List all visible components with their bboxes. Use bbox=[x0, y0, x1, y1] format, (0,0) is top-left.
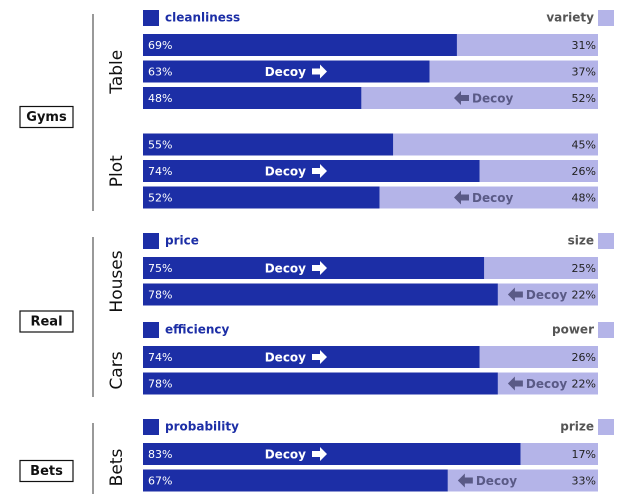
legend-swatch bbox=[143, 10, 159, 26]
bar-segment bbox=[379, 186, 598, 209]
legend-swatch bbox=[143, 419, 159, 435]
value-label: 25% bbox=[572, 262, 596, 275]
group-box bbox=[19, 105, 74, 129]
value-label: 31% bbox=[572, 39, 596, 52]
value-label: 52% bbox=[572, 92, 596, 105]
arrow-left bbox=[457, 473, 473, 488]
value-label: 83% bbox=[148, 448, 172, 461]
group-label: Gyms bbox=[26, 110, 67, 125]
panel-label: Plot bbox=[107, 155, 127, 187]
bar-segment bbox=[143, 87, 362, 109]
decoy-label: Decoy bbox=[476, 474, 517, 488]
group-label: Real bbox=[30, 315, 62, 330]
arrow-right bbox=[312, 447, 327, 461]
decoy-label: Decoy bbox=[265, 448, 306, 462]
value-label: 67% bbox=[148, 475, 172, 488]
value-label: 48% bbox=[148, 92, 172, 105]
legend-label: power bbox=[552, 323, 594, 337]
value-label: 69% bbox=[148, 39, 172, 52]
panel-label: Table bbox=[107, 50, 127, 95]
legend-label: probability bbox=[165, 420, 239, 434]
decoy-label: Decoy bbox=[265, 262, 306, 276]
decoy-label: Decoy bbox=[526, 377, 567, 391]
bar-segment bbox=[143, 283, 498, 306]
bar-segment bbox=[520, 443, 598, 465]
bar-segment bbox=[143, 60, 430, 83]
bar-segment bbox=[497, 372, 598, 395]
bar-segment bbox=[484, 257, 598, 279]
bar-segment bbox=[479, 346, 598, 368]
bar-segment bbox=[143, 160, 480, 182]
bar-segment bbox=[479, 160, 598, 182]
arrow-right bbox=[312, 164, 327, 178]
value-label: 22% bbox=[572, 378, 596, 391]
bar-segment bbox=[143, 133, 394, 156]
value-label: 17% bbox=[572, 448, 596, 461]
bar-segment bbox=[456, 34, 598, 56]
legend-label: size bbox=[568, 234, 594, 248]
bar-segment bbox=[497, 283, 598, 306]
bar-segment bbox=[143, 372, 498, 395]
group-box bbox=[19, 310, 74, 333]
legend-swatch bbox=[143, 322, 159, 338]
decoy-label: Decoy bbox=[265, 165, 306, 179]
legend-swatch bbox=[598, 419, 614, 435]
bar-segment bbox=[143, 443, 521, 465]
value-label: 26% bbox=[572, 351, 596, 364]
decoy-label: Decoy bbox=[472, 191, 513, 205]
arrow-left bbox=[507, 376, 523, 391]
decoy-label: Decoy bbox=[265, 351, 306, 365]
panel-label: Bets bbox=[107, 449, 127, 487]
group-label: Bets bbox=[30, 464, 63, 479]
bar-segment bbox=[143, 469, 448, 492]
legend-label: price bbox=[165, 234, 199, 248]
legend-swatch bbox=[598, 322, 614, 338]
legend-label: efficiency bbox=[165, 323, 230, 337]
value-label: 63% bbox=[148, 66, 172, 79]
value-label: 78% bbox=[148, 378, 172, 391]
value-label: 52% bbox=[148, 192, 172, 205]
decoy-label: Decoy bbox=[265, 65, 306, 79]
value-label: 75% bbox=[148, 262, 172, 275]
bar-segment bbox=[447, 469, 598, 492]
value-label: 22% bbox=[572, 289, 596, 302]
bar-segment bbox=[143, 34, 457, 56]
arrow-right bbox=[312, 350, 327, 364]
bar-segment bbox=[143, 186, 380, 209]
arrow-left bbox=[507, 287, 523, 302]
value-label: 74% bbox=[148, 165, 172, 178]
value-label: 33% bbox=[572, 475, 596, 488]
arrow-right bbox=[312, 261, 327, 275]
value-label: 74% bbox=[148, 351, 172, 364]
arrow-left bbox=[454, 190, 469, 205]
value-label: 55% bbox=[148, 139, 172, 152]
legend-label: variety bbox=[546, 11, 594, 25]
legend-swatch bbox=[598, 10, 614, 26]
bar-segment bbox=[361, 87, 598, 109]
bar-segment bbox=[429, 60, 598, 83]
legend-label: prize bbox=[560, 420, 594, 434]
arrow-right bbox=[312, 64, 327, 79]
value-label: 37% bbox=[572, 66, 596, 79]
legend-label: cleanliness bbox=[165, 11, 240, 25]
panel-label: Cars bbox=[107, 351, 127, 389]
value-label: 45% bbox=[572, 139, 596, 152]
legend-swatch bbox=[143, 233, 159, 249]
legend-swatch bbox=[598, 233, 614, 249]
value-label: 48% bbox=[572, 192, 596, 205]
decoy-label: Decoy bbox=[526, 288, 567, 302]
bar-segment bbox=[143, 346, 480, 368]
value-label: 26% bbox=[572, 165, 596, 178]
group-box bbox=[19, 459, 74, 483]
decoy-label: Decoy bbox=[472, 92, 513, 106]
value-label: 78% bbox=[148, 289, 172, 302]
panel-label: Houses bbox=[107, 250, 127, 312]
bar-segment bbox=[393, 133, 598, 156]
arrow-left bbox=[454, 91, 469, 105]
